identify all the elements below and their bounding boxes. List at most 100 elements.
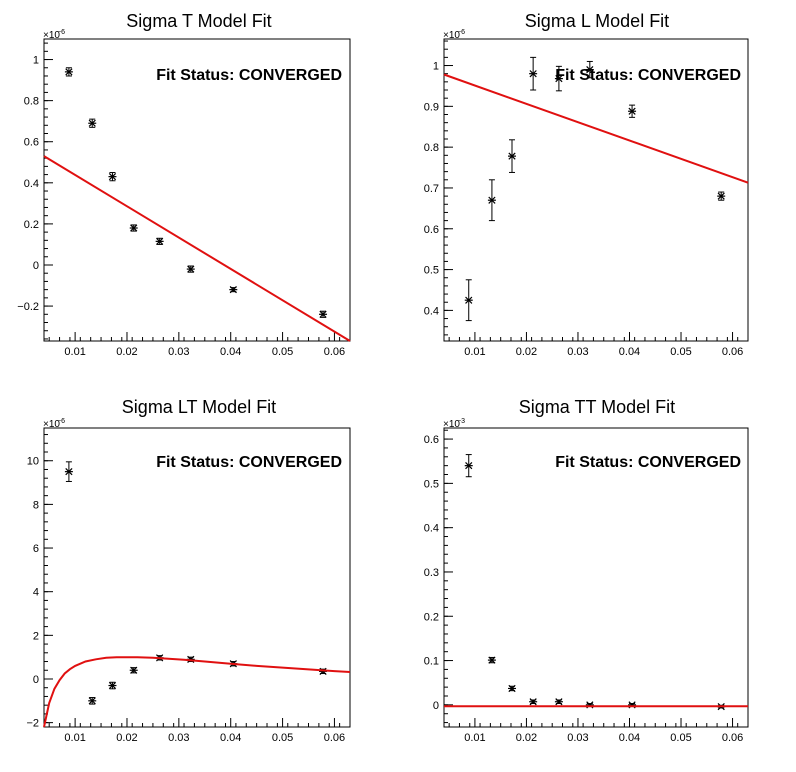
y-tick-label: 0.9 <box>424 101 439 113</box>
y-tick-label: 0 <box>33 674 39 686</box>
chart-panel-3: Sigma LT Model Fit 0.01 0.02 0.03 0.04 0.05 0.… <box>26 397 351 744</box>
star-marker <box>319 310 327 318</box>
x-tick-label: 0.03 <box>168 346 189 358</box>
y-tick-label: 8 <box>33 499 39 511</box>
y-multiplier: ×10 <box>443 419 460 430</box>
star-marker <box>628 107 636 115</box>
y-tick-label: 0.2 <box>24 219 39 231</box>
data-point <box>464 279 473 322</box>
x-tick-label: 0.06 <box>722 346 743 358</box>
data-point <box>508 684 517 693</box>
x-tick-label: 0.01 <box>64 732 85 744</box>
plot-frame <box>43 427 351 728</box>
star-marker <box>465 462 473 470</box>
fit-status-label: Fit Status: CONVERGED <box>555 67 741 84</box>
x-tick-label: 0.01 <box>464 346 485 358</box>
y-tick-label: 1 <box>33 55 39 67</box>
star-marker <box>555 698 563 706</box>
plot-frame <box>443 427 749 728</box>
x-tick-label: 0.03 <box>168 732 189 744</box>
x-tick-label: 0.04 <box>220 732 241 744</box>
data-point <box>88 118 97 128</box>
fit-status-label: Fit Status: CONVERGED <box>156 454 342 471</box>
star-marker <box>529 70 537 78</box>
star-marker <box>130 224 138 232</box>
x-tick-label: 0.04 <box>220 346 241 358</box>
fit-curve <box>443 73 749 184</box>
y-exponent: −6 <box>457 29 465 36</box>
star-marker <box>65 68 73 76</box>
x-tick-label: 0.06 <box>324 732 345 744</box>
fit-status-label: Fit Status: CONVERGED <box>555 454 741 471</box>
star-marker <box>108 681 117 690</box>
y-tick-label: 0.6 <box>424 434 439 446</box>
y-tick-label: 0 <box>433 700 439 712</box>
x-tick-label: 0.02 <box>116 732 137 744</box>
data-point <box>464 454 473 478</box>
x-tick-label: 0.03 <box>567 346 588 358</box>
star-marker <box>229 286 237 294</box>
chart-panel-1: Sigma T Model Fit 0.01 0.02 0.03 0.04 0.05 0.0… <box>17 11 351 358</box>
y-tick-label: −2 <box>26 718 39 730</box>
x-tick-label: 0.01 <box>464 732 485 744</box>
x-tick-label: 0.01 <box>64 346 85 358</box>
plot-frame <box>43 38 351 342</box>
y-tick-label: 0.4 <box>24 178 39 190</box>
data-point <box>64 67 73 77</box>
y-tick-label: 0.4 <box>424 305 439 317</box>
x-tick-label: 0.05 <box>272 346 293 358</box>
y-tick-label: 0.5 <box>424 478 439 490</box>
chart-title: Sigma L Model Fit <box>525 11 669 31</box>
data-point <box>129 666 138 674</box>
data-point <box>129 224 138 232</box>
y-tick-label: 0.8 <box>24 96 39 108</box>
y-exponent: −6 <box>57 418 65 425</box>
y-exponent: −3 <box>457 418 465 425</box>
y-tick-label: 2 <box>33 630 39 642</box>
star-marker <box>156 237 164 245</box>
star-marker <box>717 192 725 200</box>
y-tick-label: 0.4 <box>424 523 439 535</box>
chart-title: Sigma T Model Fit <box>126 11 271 31</box>
y-tick-label: 0.3 <box>424 567 439 579</box>
data-point <box>529 56 538 91</box>
star-marker <box>488 656 496 664</box>
data-point <box>554 698 563 706</box>
star-marker <box>88 697 96 705</box>
star-marker <box>529 698 537 706</box>
y-tick-label: −0.2 <box>17 301 39 313</box>
y-tick-label: 0.5 <box>424 265 439 277</box>
data-point <box>487 656 496 664</box>
y-tick-label: 0 <box>33 260 39 272</box>
star-marker <box>465 296 473 304</box>
chart-panel-2: Sigma L Model Fit 0.01 0.02 0.03 0.04 0.05 0.0… <box>424 11 749 358</box>
data-point <box>717 191 726 201</box>
y-tick-label: 1 <box>433 61 439 73</box>
x-tick-label: 0.04 <box>619 346 640 358</box>
data-point <box>186 655 195 663</box>
data-point <box>108 172 117 182</box>
plot-frame <box>443 38 749 342</box>
y-tick-label: 0.6 <box>424 224 439 236</box>
x-tick-label: 0.05 <box>272 732 293 744</box>
data-point <box>229 286 238 294</box>
data-point <box>487 179 496 222</box>
y-tick-label: 0.6 <box>24 137 39 149</box>
data-point <box>508 139 517 173</box>
fit-status-label: Fit Status: CONVERGED <box>156 67 342 84</box>
x-tick-label: 0.06 <box>722 732 743 744</box>
star-marker <box>488 196 496 204</box>
data-point <box>585 60 594 79</box>
star-marker <box>65 468 73 476</box>
x-tick-label: 0.05 <box>670 732 691 744</box>
y-tick-label: 4 <box>33 587 39 599</box>
star-marker <box>586 65 594 74</box>
star-marker <box>108 173 117 181</box>
star-marker <box>88 119 96 127</box>
data-point <box>186 265 195 273</box>
star-marker <box>187 265 195 273</box>
x-tick-label: 0.03 <box>567 732 588 744</box>
data-point <box>319 310 328 318</box>
chart-title: Sigma LT Model Fit <box>122 397 276 417</box>
